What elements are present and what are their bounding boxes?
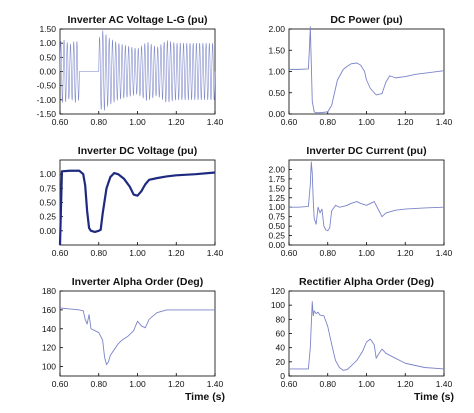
chart-panel-1: Inverter AC Voltage L-G (pu) 0.60 0.80 1.00… [37, 14, 224, 127]
chart-panel-2: DC Power (pu) 0.60 0.80 1.00 1.20 1.40 0.00 0.5… [268, 14, 452, 127]
chart-title: DC Power (pu) [330, 14, 402, 26]
y-tick-label: 0.25 [268, 231, 285, 241]
x-tick-label: 1.40 [436, 248, 453, 258]
y-tick-label: 1.75 [268, 174, 285, 184]
chart-title: Inverter AC Voltage L-G (pu) [67, 14, 207, 26]
y-tick-label: 0.50 [39, 52, 56, 62]
y-tick-label: 0.00 [39, 67, 56, 77]
y-tick-label: 1.25 [268, 193, 285, 203]
x-tick-label: 1.20 [168, 117, 185, 127]
x-tick-label: 0.80 [90, 379, 107, 389]
x-tick-label: 1.20 [397, 248, 414, 258]
y-tick-label: 0.50 [39, 198, 56, 208]
x-tick-label: 0.60 [281, 379, 298, 389]
series-line [58, 169, 216, 246]
y-tick-label: 1.50 [268, 45, 285, 55]
y-tick-label: 20 [276, 357, 286, 367]
y-tick-label: 1.00 [39, 38, 56, 48]
series-line [289, 26, 445, 114]
y-tick-label: 40 [276, 343, 286, 353]
y-tick-label: 0.00 [268, 109, 285, 119]
y-tick-label: -1.50 [37, 109, 57, 119]
y-tick-label: 80 [276, 314, 286, 324]
y-tick-label: 0.75 [39, 183, 56, 193]
x-tick-label: 1.40 [436, 117, 453, 127]
y-tick-label: 0.00 [268, 240, 285, 250]
y-tick-label: 1.00 [268, 67, 285, 77]
chart-title: Inverter DC Voltage (pu) [78, 145, 197, 157]
x-tick-label: 0.60 [52, 248, 69, 258]
y-tick-label: 0.75 [268, 212, 285, 222]
x-tick-label: 1.00 [129, 379, 146, 389]
y-tick-label: 0.25 [39, 212, 56, 222]
x-tick-label: 0.60 [281, 248, 298, 258]
chart-title: Inverter Alpha Order (Deg) [72, 276, 203, 288]
x-tick-label: 1.00 [129, 248, 146, 258]
y-tick-label: 0.50 [268, 88, 285, 98]
y-tick-label: 1.00 [268, 202, 285, 212]
series-line [289, 301, 445, 371]
y-tick-label: 160 [42, 305, 56, 315]
y-tick-label: 2.00 [268, 164, 285, 174]
y-tick-label: -1.00 [37, 95, 57, 105]
y-tick-label: 140 [42, 324, 56, 334]
x-tick-label: 1.40 [207, 248, 224, 258]
series-line [59, 307, 215, 366]
x-tick-label: 1.20 [168, 379, 185, 389]
x-tick-label: 0.60 [52, 379, 69, 389]
chart-title: Rectifier Alpha Order (Deg) [299, 276, 434, 288]
y-tick-label: -0.50 [37, 81, 57, 91]
chart-panel-6: Rectifier Alpha Order (Deg) 0.60 0.80 1.00 1… [271, 276, 454, 403]
x-tick-label: 1.20 [397, 117, 414, 127]
x-tick-label: 0.80 [90, 117, 107, 127]
x-tick-label: 1.40 [207, 379, 224, 389]
x-axis-label: Time (s) [414, 391, 454, 403]
x-tick-label: 1.00 [358, 117, 375, 127]
chart-title: Inverter DC Current (pu) [306, 145, 426, 157]
x-tick-label: 1.40 [207, 117, 224, 127]
y-tick-label: 120 [271, 286, 285, 296]
y-tick-label: 180 [42, 286, 56, 296]
y-tick-label: 0.50 [268, 221, 285, 231]
series-line [59, 30, 216, 111]
y-tick-label: 1.50 [39, 24, 56, 34]
y-tick-label: 100 [271, 300, 285, 310]
chart-panel-4: Inverter DC Current (pu) 0.60 0.80 1.00 1.20… [268, 145, 452, 258]
x-tick-label: 1.00 [129, 117, 146, 127]
x-tick-label: 0.80 [90, 248, 107, 258]
x-tick-label: 1.00 [358, 248, 375, 258]
chart-panel-5: Inverter Alpha Order (Deg) 0.60 0.80 1.00 1.… [42, 276, 225, 403]
plot-frame [59, 290, 216, 377]
x-tick-label: 1.00 [358, 379, 375, 389]
x-tick-label: 1.20 [168, 248, 185, 258]
x-tick-label: 0.80 [319, 117, 336, 127]
x-tick-label: 0.60 [52, 117, 69, 127]
x-tick-label: 0.80 [319, 379, 336, 389]
y-tick-label: 1.50 [268, 183, 285, 193]
y-tick-label: 0.00 [39, 226, 56, 236]
y-tick-label: 0 [280, 371, 285, 381]
y-tick-label: 1.00 [39, 169, 56, 179]
y-tick-label: 120 [42, 343, 56, 353]
y-tick-label: 60 [276, 329, 286, 339]
x-tick-label: 0.60 [281, 117, 298, 127]
y-tick-label: 2.00 [268, 24, 285, 34]
x-tick-label: 0.80 [319, 248, 336, 258]
x-axis-label: Time (s) [185, 391, 225, 403]
y-tick-label: 100 [42, 362, 56, 372]
x-tick-label: 1.40 [436, 379, 453, 389]
chart-panel-3: Inverter DC Voltage (pu) 0.60 0.80 1.00 1.20… [39, 145, 223, 258]
x-tick-label: 1.20 [397, 379, 414, 389]
series-line [289, 161, 445, 232]
plot-frame [288, 159, 445, 246]
